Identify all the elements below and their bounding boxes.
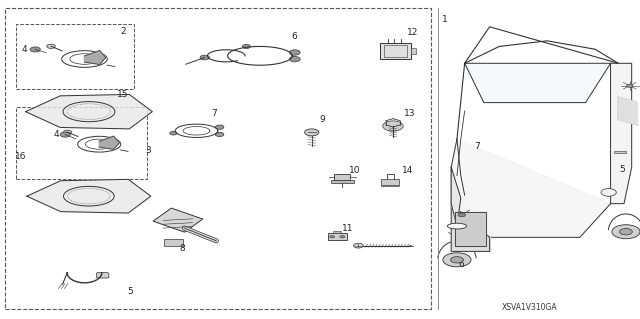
Circle shape (30, 47, 40, 52)
Circle shape (330, 235, 335, 238)
Text: 5: 5 (128, 287, 133, 296)
Polygon shape (99, 136, 119, 149)
Text: 12: 12 (406, 28, 418, 37)
Bar (380, 43, 411, 59)
Circle shape (612, 225, 640, 239)
Bar (384, 45, 407, 57)
Text: 7: 7 (212, 109, 217, 118)
Bar (381, 179, 399, 185)
Text: 6: 6 (458, 260, 463, 269)
Polygon shape (27, 179, 151, 213)
Polygon shape (84, 50, 106, 64)
Circle shape (289, 50, 300, 55)
Text: 8: 8 (180, 244, 185, 253)
Circle shape (243, 44, 250, 48)
Circle shape (47, 44, 55, 48)
Text: 13: 13 (404, 109, 415, 118)
Circle shape (215, 132, 224, 137)
Bar (411, 48, 416, 54)
Polygon shape (611, 63, 632, 204)
Circle shape (305, 129, 319, 136)
Text: 11: 11 (342, 224, 353, 233)
Ellipse shape (447, 223, 467, 229)
Circle shape (200, 55, 209, 60)
Circle shape (443, 253, 471, 267)
Bar (331, 180, 354, 183)
Circle shape (215, 125, 224, 129)
Circle shape (451, 256, 463, 263)
Bar (5, 8, 431, 309)
Text: 6: 6 (292, 32, 297, 41)
Circle shape (620, 228, 632, 235)
Polygon shape (451, 204, 490, 251)
Circle shape (458, 213, 465, 217)
Text: 9: 9 (319, 115, 324, 124)
Bar (614, 151, 626, 153)
Polygon shape (465, 63, 611, 103)
Polygon shape (455, 212, 486, 246)
Polygon shape (26, 94, 152, 129)
Bar (335, 174, 351, 180)
Bar (16, 107, 147, 179)
Circle shape (627, 84, 633, 87)
Text: 15: 15 (117, 90, 129, 99)
Bar (164, 239, 183, 246)
Circle shape (340, 235, 345, 238)
Polygon shape (153, 208, 203, 232)
Circle shape (353, 243, 364, 248)
Circle shape (601, 189, 616, 196)
Text: 3: 3 (146, 146, 151, 155)
Text: 14: 14 (402, 166, 413, 175)
Polygon shape (451, 139, 611, 237)
Text: 16: 16 (15, 152, 26, 161)
Bar (333, 231, 341, 233)
Text: XSVA1V310GA: XSVA1V310GA (502, 303, 557, 312)
Polygon shape (618, 97, 637, 125)
Text: 2: 2 (120, 27, 125, 36)
Bar (328, 233, 347, 240)
Text: 1: 1 (442, 15, 447, 24)
Text: 4: 4 (54, 130, 59, 139)
Circle shape (63, 130, 72, 134)
Text: 5: 5 (620, 165, 625, 174)
FancyBboxPatch shape (97, 273, 109, 278)
Text: 7: 7 (474, 142, 479, 151)
Polygon shape (451, 167, 461, 226)
Text: 4: 4 (22, 45, 27, 54)
Text: 10: 10 (349, 166, 361, 175)
Circle shape (60, 132, 70, 137)
Circle shape (170, 131, 177, 135)
Bar (16, 24, 134, 89)
Circle shape (383, 121, 403, 131)
Circle shape (289, 56, 300, 62)
